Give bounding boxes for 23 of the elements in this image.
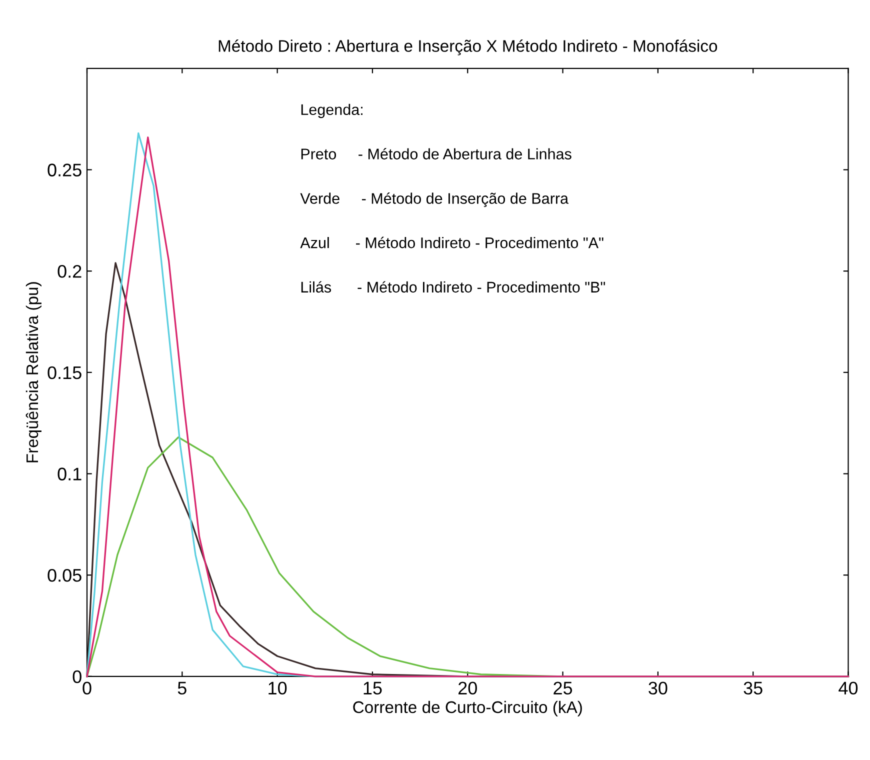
x-tick-label: 10 bbox=[268, 682, 287, 695]
y-tick-label: 0.25 bbox=[48, 164, 82, 176]
x-tick-label: 25 bbox=[554, 682, 572, 695]
chart-title: Método Direto : Abertura e Inserção X Método Indireto - Monofásico bbox=[218, 39, 718, 56]
annotation: Legenda: bbox=[301, 104, 362, 118]
x-tick-label: 0 bbox=[82, 682, 92, 695]
x-tick-label: 20 bbox=[458, 682, 477, 695]
y-tick-label: 0 bbox=[72, 670, 82, 684]
x-tick-label: 40 bbox=[838, 682, 858, 695]
annotation: Azul - Método Indireto - Procedimento "A" bbox=[300, 236, 604, 248]
y-axis-title: Freqüência Relativa (pu) bbox=[26, 282, 42, 462]
annotation: Lilás - Método Indireto - Procedimento "B" bbox=[301, 281, 606, 293]
y-tick-label: 0.2 bbox=[58, 265, 82, 278]
y-tick-label: 0.1 bbox=[58, 468, 82, 480]
x-axis-title: Corrente de Curto-Circuito (kA) bbox=[353, 700, 582, 716]
x-tick-label: 35 bbox=[744, 682, 762, 695]
annotation: Preto - Método de Abertura de Linhas bbox=[301, 148, 572, 160]
x-tick-label: 15 bbox=[364, 682, 382, 695]
x-tick-label: 5 bbox=[178, 682, 186, 695]
x-tick-label: 30 bbox=[648, 682, 668, 695]
y-tick-label: 0.05 bbox=[48, 569, 82, 582]
y-tick-label: 0.15 bbox=[48, 366, 82, 380]
annotation: Verde - Método de Inserção de Barra bbox=[300, 192, 569, 207]
